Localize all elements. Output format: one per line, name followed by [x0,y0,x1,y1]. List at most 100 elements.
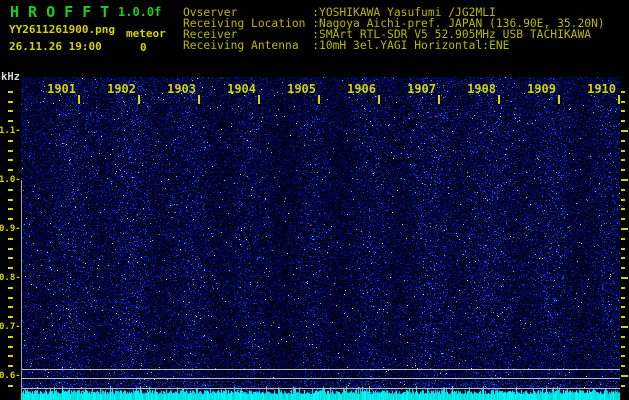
freq-minor-tick [8,297,13,299]
freq-minor-tick [8,316,13,318]
time-tick [378,95,380,104]
freq-tick-label: 0.6- [0,371,21,381]
time-tick-label: 1901 [47,82,76,96]
station-info-line: Ovserver :YOSHIKAWA Yasufumi /JG2MLI [183,6,496,19]
freq-minor-tick-right [621,208,625,210]
freq-minor-tick-right [621,150,625,152]
freq-minor-tick-right [621,267,625,269]
station-info-line: Receiving Location :Nagoya Aichi-pref. J… [183,17,605,30]
plot-left-edge-line [21,180,22,393]
freq-tick-label: 0.9- [0,224,21,234]
time-tick-label: 1903 [167,82,196,96]
freq-minor-tick [8,208,13,210]
time-tick-label: 1908 [467,82,496,96]
time-tick [198,95,200,104]
freq-minor-tick-right [621,140,625,142]
freq-minor-tick-right [621,385,625,387]
freq-tick-label: 1.0- [0,175,21,185]
time-tick [438,95,440,104]
observation-datetime: 26.11.26 19:00 [9,40,102,53]
freq-minor-tick [8,257,13,259]
freq-minor-tick-right [621,238,625,240]
freq-major-tick-right [621,375,628,377]
time-tick-label: 1902 [107,82,136,96]
time-tick [498,95,500,104]
output-filename: YY2611261900.png [9,23,115,36]
freq-minor-tick [8,120,13,122]
freq-minor-tick-right [621,110,625,112]
time-tick [78,95,80,104]
freq-major-tick-right [621,228,628,230]
freq-minor-tick-right [621,306,625,308]
freq-minor-tick-right [621,355,625,357]
freq-minor-tick-right [621,287,625,289]
frequency-axis-unit: kHz [1,71,20,83]
time-tick [558,95,560,104]
time-tick-label: 1906 [347,82,376,96]
freq-minor-tick [8,218,13,220]
freq-minor-tick-right [621,336,625,338]
time-tick-label: 1910 [587,82,616,96]
reference-line [21,378,620,379]
spectrogram-canvas [21,77,620,400]
freq-minor-tick [8,385,13,387]
time-tick-label: 1905 [287,82,316,96]
mode-label: meteor [126,27,166,40]
freq-minor-tick [8,248,13,250]
freq-minor-tick [8,101,13,103]
freq-minor-tick [8,306,13,308]
app-version: 1.0.0f [118,5,162,19]
reference-line [21,369,620,370]
freq-major-tick-right [621,326,628,328]
freq-minor-tick-right [621,189,625,191]
freq-minor-tick [8,346,13,348]
time-tick-label: 1907 [407,82,436,96]
freq-minor-tick-right [621,91,625,93]
freq-minor-tick-right [621,120,625,122]
app-title: H R O F F T [10,3,110,21]
station-info-line: Receiving Antenna :10mH 3el.YAGI Horizon… [183,39,510,52]
freq-minor-tick-right [621,159,625,161]
freq-minor-tick-right [621,248,625,250]
station-info-line: Receiver :SMArt RTL-SDR V5 52.905MHz USB… [183,28,592,41]
freq-minor-tick-right [621,316,625,318]
freq-minor-tick-right [621,218,625,220]
freq-minor-tick [8,199,13,201]
freq-tick-label: 0.8- [0,273,21,283]
time-tick [318,95,320,104]
freq-minor-tick-right [621,199,625,201]
freq-minor-tick-right [621,169,625,171]
time-tick [138,95,140,104]
freq-minor-tick-right [621,297,625,299]
freq-major-tick-right [621,130,628,132]
freq-minor-tick-right [621,346,625,348]
time-tick-label: 1904 [227,82,256,96]
freq-minor-tick [8,365,13,367]
freq-minor-tick-right [621,365,625,367]
freq-minor-tick [8,150,13,152]
station-info-block: Ovserver :YOSHIKAWA Yasufumi /JG2MLI Rece… [183,7,605,51]
freq-minor-tick [8,267,13,269]
freq-major-tick-right [621,179,628,181]
freq-minor-tick [8,189,13,191]
freq-minor-tick [8,355,13,357]
reference-line [21,388,620,389]
freq-minor-tick [8,159,13,161]
freq-minor-tick [8,238,13,240]
freq-minor-tick [8,287,13,289]
freq-minor-tick [8,336,13,338]
freq-minor-tick [8,91,13,93]
time-tick [618,95,620,104]
meteor-echo-count: 0 [140,41,147,54]
freq-minor-tick-right [621,257,625,259]
freq-minor-tick [8,140,13,142]
freq-tick-label: 1.1- [0,126,21,136]
freq-minor-tick-right [621,101,625,103]
freq-tick-label: 0.7- [0,322,21,332]
time-tick [258,95,260,104]
freq-minor-tick [8,110,13,112]
freq-minor-tick [8,169,13,171]
time-tick-label: 1909 [527,82,556,96]
freq-major-tick-right [621,277,628,279]
